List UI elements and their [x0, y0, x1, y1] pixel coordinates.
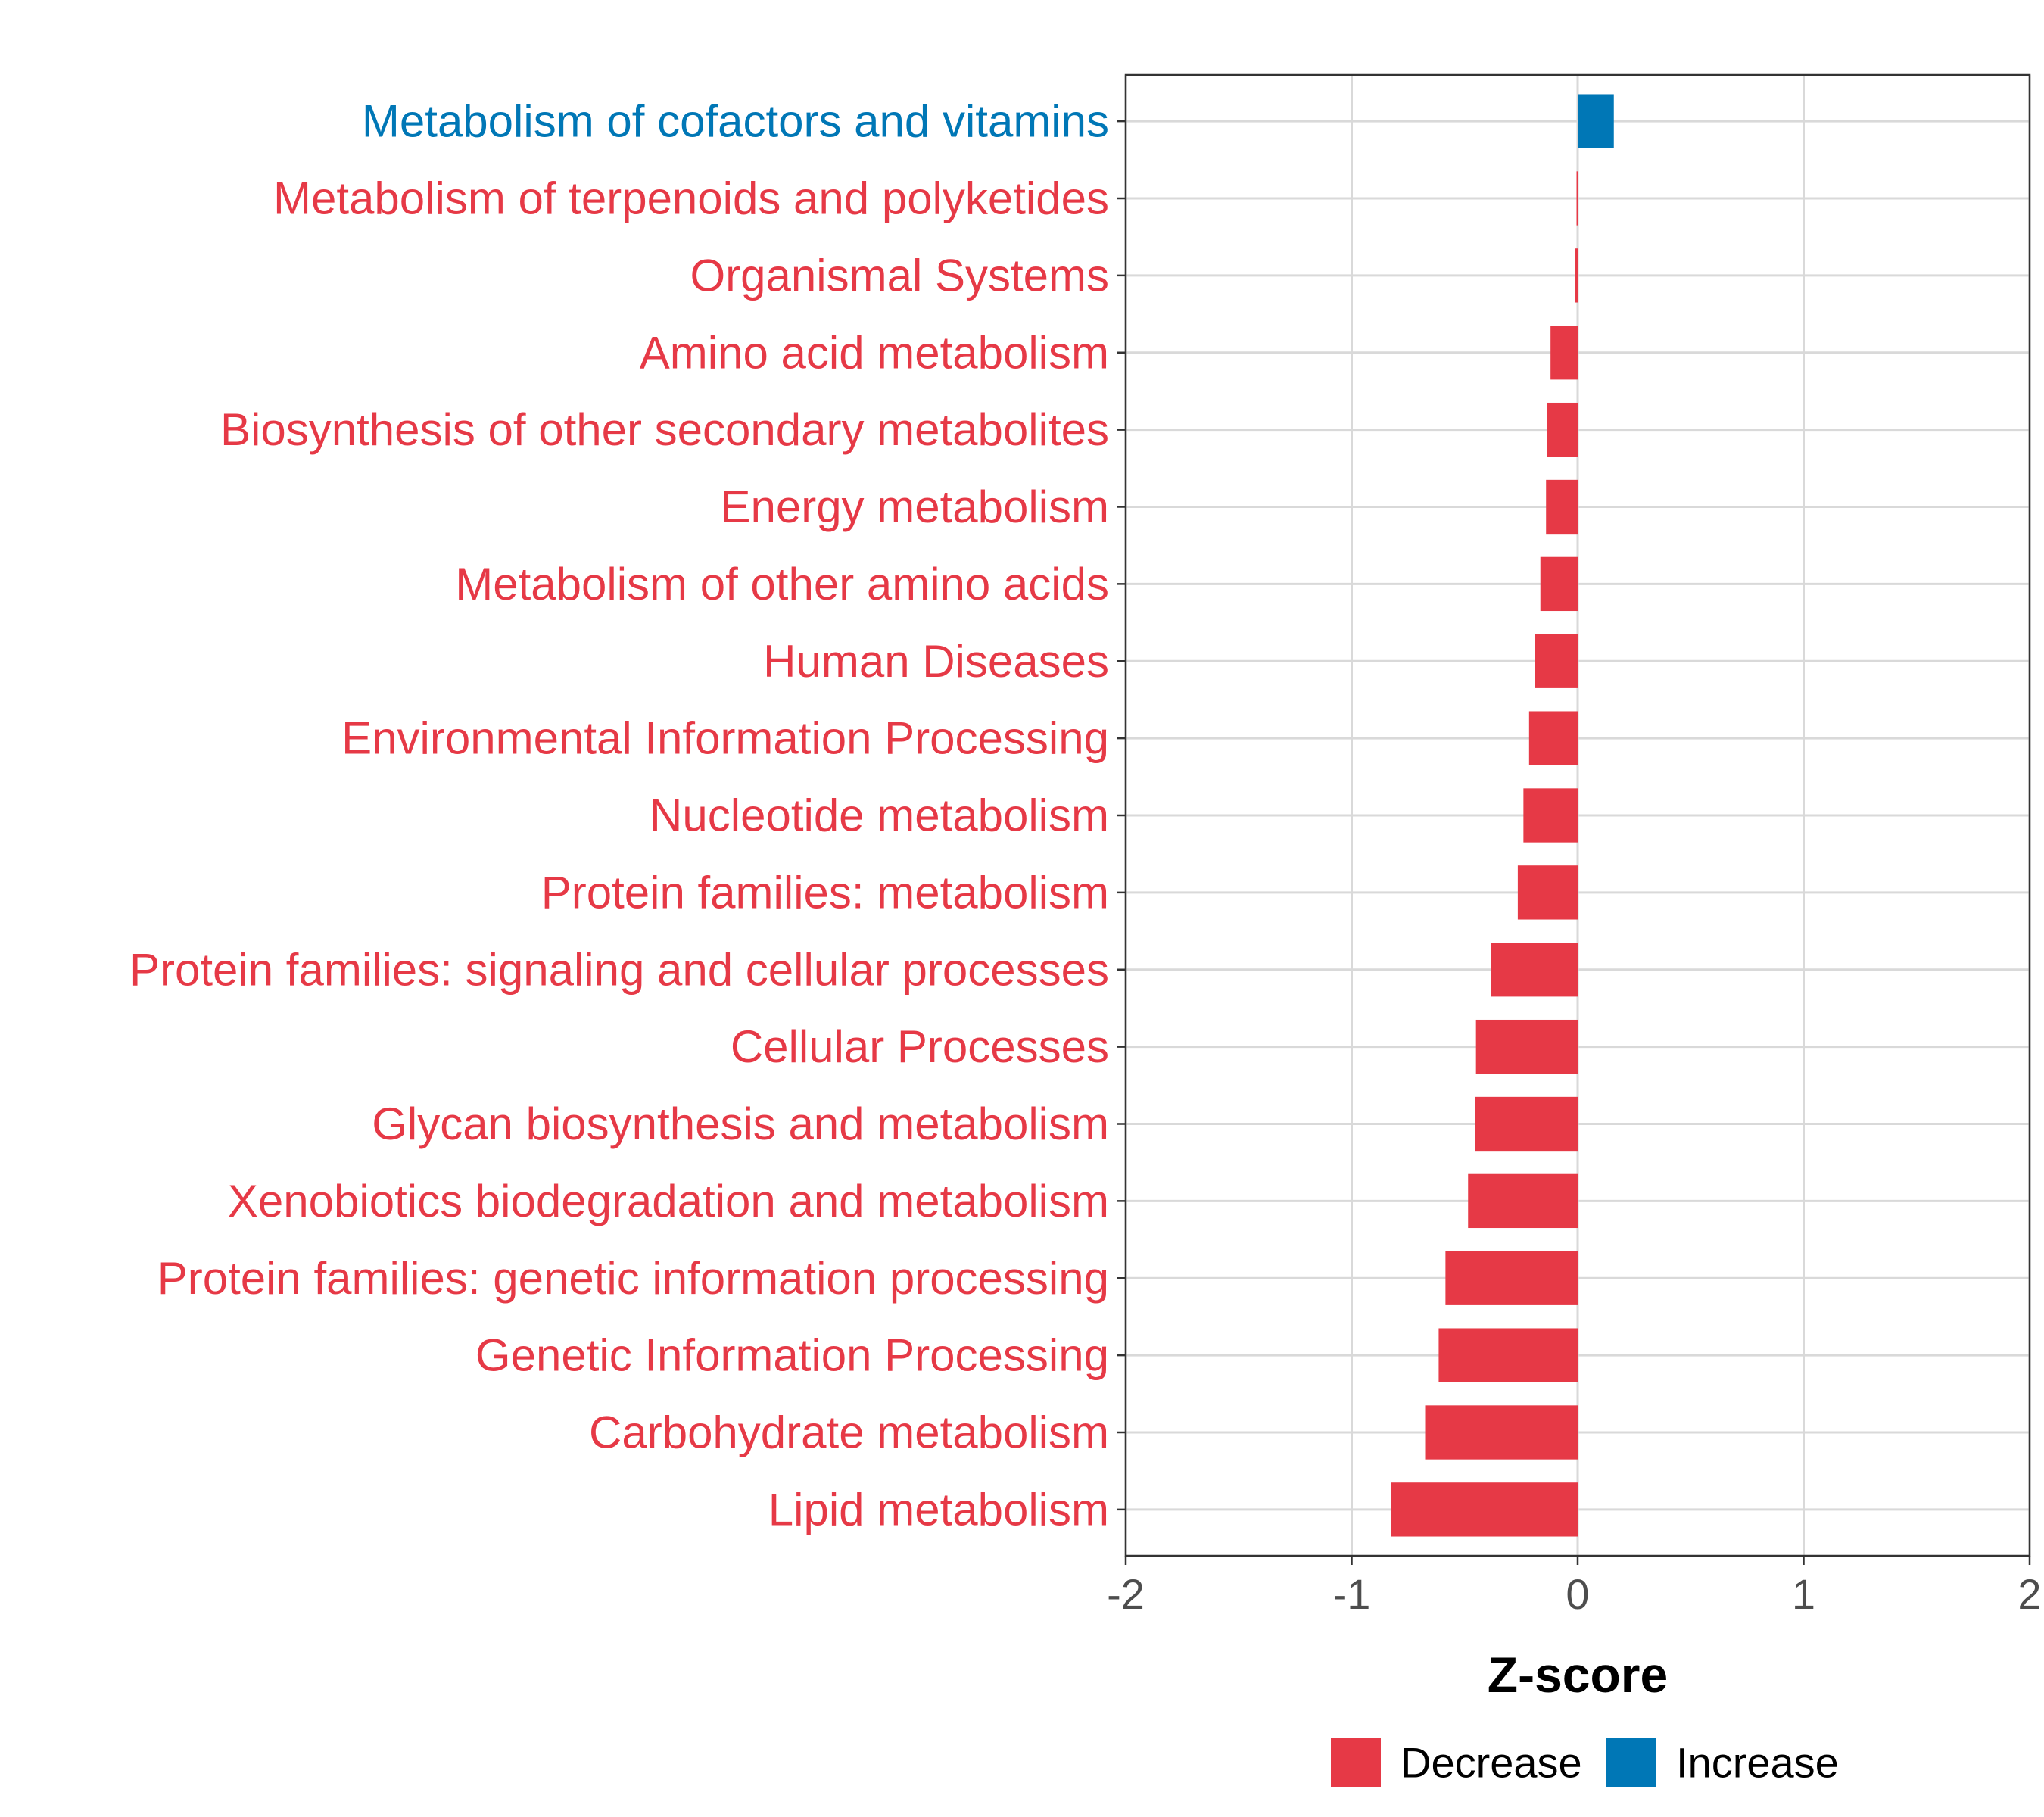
- y-category-label-15: Protein families: genetic information pr…: [157, 1253, 1109, 1304]
- y-category-label-11: Protein families: signaling and cellular…: [129, 944, 1109, 995]
- y-category-label-4: Biosynthesis of other secondary metaboli…: [220, 404, 1109, 455]
- y-category-label-17: Carbohydrate metabolism: [589, 1407, 1109, 1458]
- bar-9: [1523, 788, 1578, 843]
- x-tick-label-1: -1: [1333, 1570, 1371, 1618]
- bar-5: [1546, 479, 1578, 535]
- bar-3: [1550, 326, 1578, 380]
- x-tick-label-0: -2: [1107, 1570, 1145, 1618]
- bar-6: [1540, 556, 1578, 612]
- bar-15: [1445, 1251, 1578, 1305]
- legend-swatch-increase: [1606, 1738, 1656, 1787]
- bar-layer: [1391, 94, 1614, 1537]
- y-category-label-7: Human Diseases: [763, 636, 1109, 687]
- y-category-label-12: Cellular Processes: [731, 1021, 1109, 1072]
- bar-7: [1535, 634, 1578, 688]
- legend: Decrease Increase: [1331, 1738, 1839, 1787]
- y-category-label-5: Energy metabolism: [720, 482, 1109, 532]
- y-category-label-2: Organismal Systems: [690, 250, 1109, 301]
- bar-10: [1517, 865, 1578, 920]
- y-category-label-8: Environmental Information Processing: [341, 713, 1109, 764]
- bar-18: [1391, 1482, 1578, 1537]
- x-axis-title: Z-score: [1488, 1647, 1668, 1703]
- y-category-label-0: Metabolism of cofactors and vitamins: [362, 96, 1109, 147]
- bar-4: [1547, 402, 1578, 457]
- y-category-label-6: Metabolism of other amino acids: [455, 559, 1109, 609]
- y-category-label-16: Genetic Information Processing: [475, 1330, 1109, 1381]
- x-tick-label-3: 1: [1792, 1570, 1815, 1618]
- y-category-label-18: Lipid metabolism: [768, 1484, 1109, 1535]
- x-tick-label-2: 0: [1566, 1570, 1589, 1618]
- legend-label-decrease: Decrease: [1401, 1739, 1582, 1787]
- bar-16: [1438, 1328, 1578, 1382]
- legend-swatch-decrease: [1331, 1738, 1381, 1787]
- bar-0: [1578, 94, 1614, 148]
- bar-14: [1468, 1173, 1578, 1229]
- y-category-label-14: Xenobiotics biodegradation and metabolis…: [228, 1176, 1109, 1226]
- y-category-label-1: Metabolism of terpenoids and polyketides: [273, 173, 1109, 224]
- y-category-label-13: Glycan biosynthesis and metabolism: [372, 1099, 1109, 1149]
- y-category-label-9: Nucleotide metabolism: [650, 790, 1109, 841]
- bar-8: [1528, 711, 1578, 765]
- bar-12: [1475, 1019, 1578, 1074]
- y-axis-ticks: Metabolism of cofactors and vitamins Meta…: [129, 96, 1126, 1535]
- bar-2: [1575, 248, 1578, 303]
- bar-11: [1491, 943, 1578, 997]
- bar-17: [1425, 1405, 1578, 1460]
- x-tick-label-4: 2: [2018, 1570, 2041, 1618]
- x-axis-ticks: -2 -1 0 1 2: [1107, 1556, 2042, 1618]
- legend-label-increase: Increase: [1676, 1739, 1839, 1787]
- y-category-label-10: Protein families: metabolism: [541, 867, 1109, 918]
- bar-1: [1576, 171, 1578, 226]
- y-category-label-3: Amino acid metabolism: [640, 327, 1109, 378]
- bar-13: [1475, 1096, 1578, 1152]
